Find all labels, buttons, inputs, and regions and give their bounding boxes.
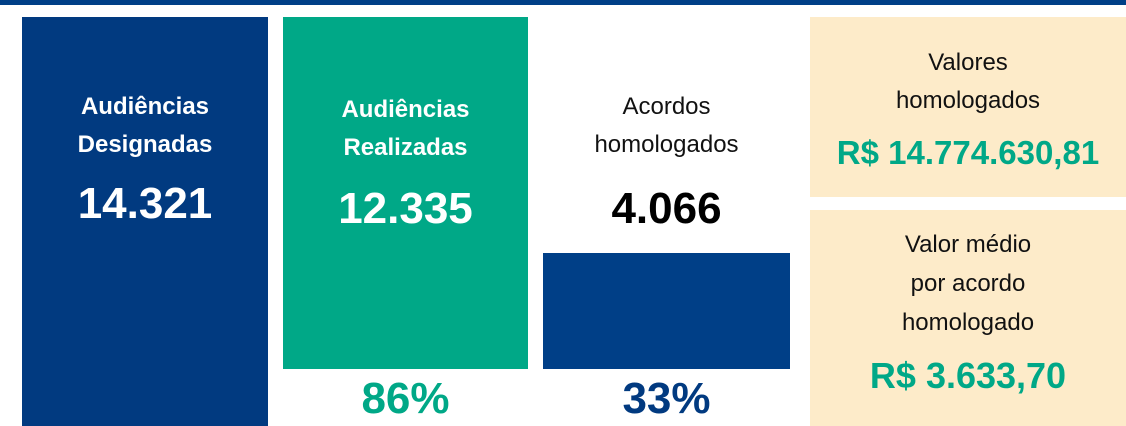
card-label: homologados bbox=[594, 131, 739, 158]
designadas-column bbox=[22, 17, 268, 426]
card-label: homologado bbox=[901, 309, 1035, 336]
card-label: Valores bbox=[928, 49, 1008, 76]
card-label: Valor médio bbox=[904, 231, 1032, 258]
card-value: R$ 14.774.630,81 bbox=[836, 134, 1100, 171]
acordos-percent: 33% bbox=[622, 373, 711, 423]
top-rule bbox=[0, 0, 1126, 5]
valor-medio-box bbox=[810, 210, 1126, 426]
valores-box bbox=[810, 17, 1126, 197]
card-label: Acordos bbox=[622, 93, 711, 120]
realizadas-bar bbox=[283, 17, 528, 369]
card-label: Designadas bbox=[77, 131, 213, 158]
card-label: Realizadas bbox=[343, 134, 468, 161]
card-value: 14.321 bbox=[77, 179, 213, 228]
card-label: Audiências bbox=[80, 93, 210, 120]
card-value: 4.066 bbox=[611, 184, 722, 233]
card-label: por acordo bbox=[910, 270, 1026, 297]
card-label: Audiências bbox=[341, 96, 470, 123]
card-value: R$ 3.633,70 bbox=[869, 355, 1067, 396]
card-value: 12.335 bbox=[338, 184, 473, 233]
card-label: homologados bbox=[895, 87, 1041, 114]
acordos-bar bbox=[543, 252, 790, 369]
realizadas-percent: 86% bbox=[361, 373, 450, 423]
